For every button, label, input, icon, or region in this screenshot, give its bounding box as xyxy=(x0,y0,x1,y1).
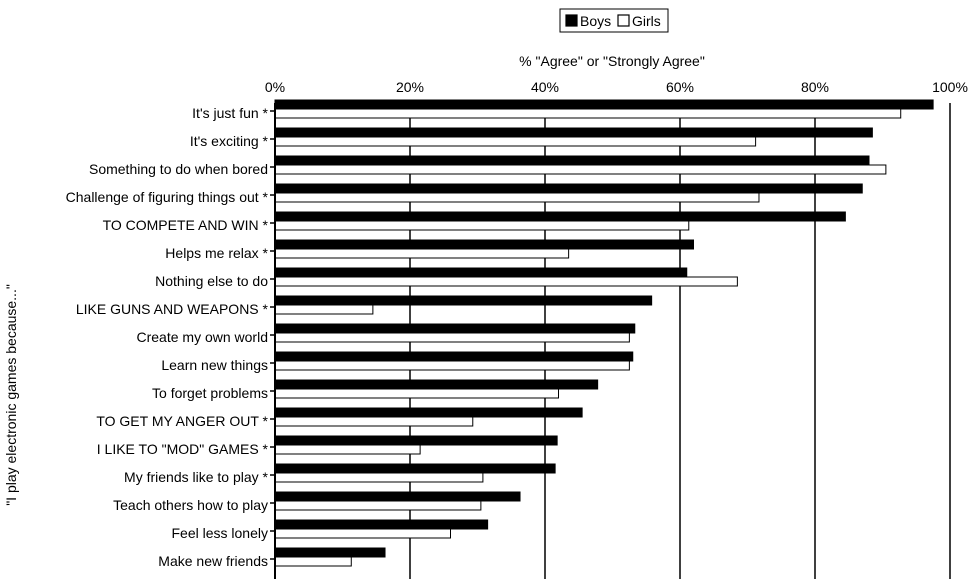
legend-box xyxy=(559,8,669,33)
bar-boys-feel-less-lonely xyxy=(274,519,489,530)
y-axis-label: "I play electronic games because..." xyxy=(3,284,19,506)
bar-girls-learn-new-things xyxy=(274,360,630,371)
bar-boys-to-get-my-anger-out xyxy=(274,407,583,418)
category-label-my-friends-like-to-play: My friends like to play * xyxy=(124,469,268,485)
bar-girls-challenge-of-figuring-things-out xyxy=(274,192,760,203)
bar-boys-nothing-else-to-do xyxy=(274,267,688,278)
category-label-like-guns-and-weapons: LIKE GUNS AND WEAPONS * xyxy=(76,301,269,317)
bar-girls-make-new-friends xyxy=(274,556,352,567)
bar-boys-something-to-do-when-bored xyxy=(274,155,870,166)
bar-boys-it-s-just-fun xyxy=(274,99,934,110)
category-label-feel-less-lonely: Feel less lonely xyxy=(172,525,269,541)
bar-boys-challenge-of-figuring-things-out xyxy=(274,183,863,194)
bar-girls-my-friends-like-to-play xyxy=(274,472,484,483)
bar-boys-create-my-own-world xyxy=(274,323,636,334)
category-label-something-to-do-when-bored: Something to do when bored xyxy=(89,161,268,177)
category-label-learn-new-things: Learn new things xyxy=(161,357,268,373)
bar-girls-it-s-just-fun xyxy=(274,108,902,119)
category-label-to-get-my-anger-out: TO GET MY ANGER OUT * xyxy=(96,413,268,429)
bar-boys-it-s-exciting xyxy=(274,127,873,138)
bar-girls-to-forget-problems xyxy=(274,388,559,399)
legend-label-boys: Boys xyxy=(580,13,611,29)
bar-girls-i-like-to-mod-games xyxy=(274,444,421,455)
category-label-make-new-friends: Make new friends xyxy=(158,553,268,569)
bar-boys-to-compete-and-win xyxy=(274,211,846,222)
category-label-challenge-of-figuring-things-out: Challenge of figuring things out * xyxy=(66,189,269,205)
x-tick-label-4: 80% xyxy=(801,79,829,95)
bar-girls-teach-others-how-to-play xyxy=(274,500,482,511)
bar-girls-feel-less-lonely xyxy=(274,528,451,539)
category-label-i-like-to-mod-games: I LIKE TO "MOD" GAMES * xyxy=(97,441,269,457)
category-label-create-my-own-world: Create my own world xyxy=(137,329,269,345)
bar-girls-nothing-else-to-do xyxy=(274,276,738,287)
category-label-nothing-else-to-do: Nothing else to do xyxy=(155,273,268,289)
bar-girls-create-my-own-world xyxy=(274,332,630,343)
x-tick-label-5: 100% xyxy=(932,79,968,95)
legend-swatch-boys xyxy=(565,14,578,27)
bar-boys-helps-me-relax xyxy=(274,239,694,250)
x-axis-ticks: 0% 20% 40% 60% 80% 100% xyxy=(265,79,968,95)
x-tick-label-0: 0% xyxy=(265,79,285,95)
bar-boys-teach-others-how-to-play xyxy=(274,491,521,502)
bar-boys-learn-new-things xyxy=(274,351,634,362)
bar-girls-like-guns-and-weapons xyxy=(274,304,374,315)
category-label-to-forget-problems: To forget problems xyxy=(152,385,268,401)
bar-boys-my-friends-like-to-play xyxy=(274,463,556,474)
category-labels: It's just fun * It's exciting * Something … xyxy=(66,105,269,569)
x-tick-label-2: 40% xyxy=(531,79,559,95)
bar-boys-i-like-to-mod-games xyxy=(274,435,558,446)
x-axis-label: % "Agree" or "Strongly Agree" xyxy=(519,53,705,69)
bar-girls-something-to-do-when-bored xyxy=(274,164,887,175)
bar-girls-to-get-my-anger-out xyxy=(274,416,474,427)
legend-label-girls: Girls xyxy=(632,13,661,29)
bar-boys-to-forget-problems xyxy=(274,379,599,390)
category-label-helps-me-relax: Helps me relax * xyxy=(165,245,268,261)
bar-boys-make-new-friends xyxy=(274,547,386,558)
x-tick-label-3: 60% xyxy=(666,79,694,95)
bars xyxy=(274,99,934,567)
legend: Boys Girls xyxy=(559,8,669,33)
y-axis xyxy=(270,103,276,579)
category-label-teach-others-how-to-play: Teach others how to play xyxy=(113,497,268,513)
bar-girls-to-compete-and-win xyxy=(274,220,690,231)
bar-boys-like-guns-and-weapons xyxy=(274,295,653,306)
category-label-it-s-exciting: It's exciting * xyxy=(190,133,269,149)
category-label-it-s-just-fun: It's just fun * xyxy=(192,105,268,121)
x-tick-label-1: 20% xyxy=(396,79,424,95)
legend-swatch-girls xyxy=(617,14,630,27)
bar-girls-it-s-exciting xyxy=(274,136,757,147)
bar-girls-helps-me-relax xyxy=(274,248,570,259)
category-label-to-compete-and-win: TO COMPETE AND WIN * xyxy=(103,217,269,233)
